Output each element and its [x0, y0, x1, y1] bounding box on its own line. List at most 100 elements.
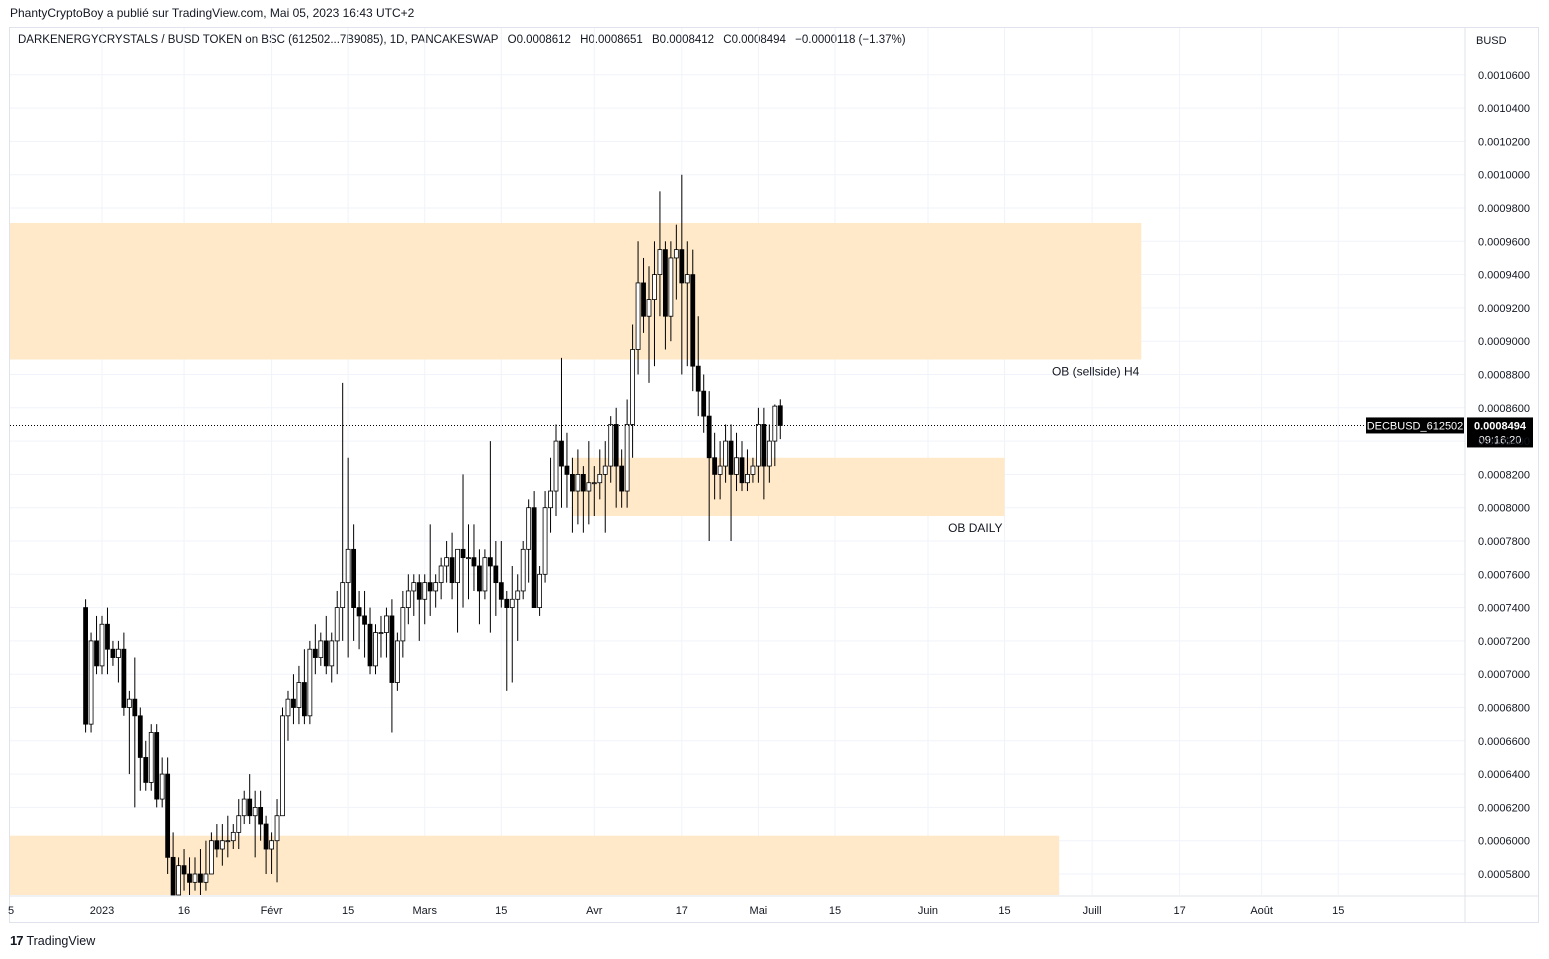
- legend-symbol[interactable]: DARKENERGYCRYSTALS / BUSD TOKEN on BSC (…: [18, 34, 499, 46]
- time-tick-label: Avr: [586, 905, 603, 917]
- candle-body: [619, 465, 625, 492]
- candle-body: [509, 598, 515, 609]
- candle-body: [761, 424, 767, 467]
- candle-body: [285, 698, 291, 717]
- candle-body: [548, 490, 553, 509]
- candle-body: [170, 856, 176, 896]
- candle-body: [165, 773, 171, 858]
- price-tick-label: 0.0007200: [1478, 636, 1530, 648]
- price-tag-value: 0.0008494: [1474, 420, 1527, 432]
- candle-body: [433, 582, 439, 592]
- price-tick-label: 0.0006000: [1478, 836, 1530, 848]
- candle-body: [148, 732, 154, 783]
- candle-body: [706, 415, 712, 459]
- price-tick-label: 0.0010200: [1478, 136, 1530, 148]
- candle-body: [187, 873, 192, 883]
- candle-body: [471, 557, 477, 567]
- price-axis[interactable]: 0.0005800 0.0006000 0.0006200 0.0006400 0.00…: [1476, 35, 1530, 881]
- legend-close: C0.0008494: [723, 34, 786, 46]
- candle-body: [750, 465, 756, 475]
- candle-body: [668, 257, 674, 317]
- price-tick-label: 0.0008600: [1478, 403, 1530, 415]
- candle-body: [154, 732, 160, 800]
- time-tick-label: 15: [495, 905, 507, 917]
- candle-body: [586, 482, 592, 492]
- candle-body: [766, 440, 772, 467]
- candles: [83, 174, 783, 896]
- candle-body: [132, 698, 138, 717]
- candle-body: [83, 607, 88, 725]
- candle-body: [405, 590, 411, 609]
- price-tick-label: 0.0010600: [1478, 70, 1530, 82]
- tradingview-brand[interactable]: 17 TradingView: [10, 933, 95, 948]
- candle-body: [99, 623, 105, 667]
- candle-body: [422, 582, 428, 600]
- candle-body: [329, 640, 335, 667]
- candle-body: [438, 565, 444, 584]
- candle-body: [449, 557, 455, 584]
- candle-body: [597, 473, 603, 484]
- candle-body: [624, 424, 630, 492]
- candle-body: [340, 582, 346, 609]
- candle-body: [630, 349, 635, 425]
- candle-body: [241, 798, 247, 817]
- candle-body: [695, 365, 701, 392]
- candle-body: [334, 607, 340, 642]
- candle-body: [94, 640, 99, 667]
- candle-body: [559, 440, 564, 467]
- price-tick-label: 0.0008000: [1478, 503, 1530, 515]
- candle-body: [143, 757, 149, 783]
- candle-body: [526, 507, 532, 550]
- candle-body: [739, 457, 745, 484]
- candle-body: [772, 405, 778, 442]
- candle-body: [756, 424, 761, 467]
- candle-body: [498, 582, 504, 600]
- candle-body: [373, 632, 378, 667]
- price-tick-label: 0.0009200: [1478, 303, 1530, 315]
- currency-label: BUSD: [1476, 35, 1507, 47]
- candle-body: [400, 607, 406, 642]
- candle-body: [318, 640, 324, 658]
- ticker-tag-label: DECBUSD_612502: [1367, 420, 1464, 432]
- price-tick-label: 0.0006200: [1478, 802, 1530, 814]
- candle-body: [312, 648, 318, 658]
- candle-body: [745, 473, 750, 484]
- candle-body: [225, 840, 231, 843]
- candle-body: [192, 873, 198, 883]
- time-axis[interactable]: 5 2023 16 Févr 15 Mars 15 Avr 17 Mai 15 Juin 15 Juill…: [8, 905, 1344, 917]
- candle-body: [477, 565, 482, 592]
- candle-body: [613, 424, 619, 467]
- candle-body: [635, 282, 641, 350]
- candle-body: [570, 473, 575, 492]
- candle-body: [608, 424, 614, 467]
- candle-body: [542, 507, 548, 575]
- symbol-legend: DARKENERGYCRYSTALS / BUSD TOKEN on BSC (…: [18, 34, 912, 46]
- candle-body: [236, 815, 242, 833]
- candle-body: [411, 582, 417, 592]
- candle-body: [564, 465, 570, 475]
- candle-body: [723, 440, 728, 467]
- ticker-tag: [1366, 417, 1464, 434]
- price-tick-label: 0.0009800: [1478, 203, 1530, 215]
- candle-body: [159, 773, 165, 800]
- candle-body: [269, 840, 274, 850]
- candle-body: [455, 548, 460, 584]
- price-tick-label: 0.0006400: [1478, 769, 1530, 781]
- candle-body: [345, 548, 351, 584]
- time-tick-label: 15: [829, 905, 841, 917]
- candle-body: [602, 465, 608, 475]
- candle-body: [110, 648, 116, 658]
- time-tick-label: Mars: [413, 905, 438, 917]
- price-tick-label: 0.0009000: [1478, 336, 1530, 348]
- candle-body: [378, 632, 384, 634]
- time-tick-label: 15: [998, 905, 1010, 917]
- price-tick-label: 0.0006800: [1478, 703, 1530, 715]
- candle-body: [208, 840, 214, 875]
- candle-body: [116, 648, 121, 658]
- candle-body: [301, 682, 307, 717]
- candle-body: [580, 473, 586, 492]
- candle-body: [684, 274, 690, 284]
- time-tick-label: 16: [178, 905, 190, 917]
- candle-body: [652, 274, 657, 300]
